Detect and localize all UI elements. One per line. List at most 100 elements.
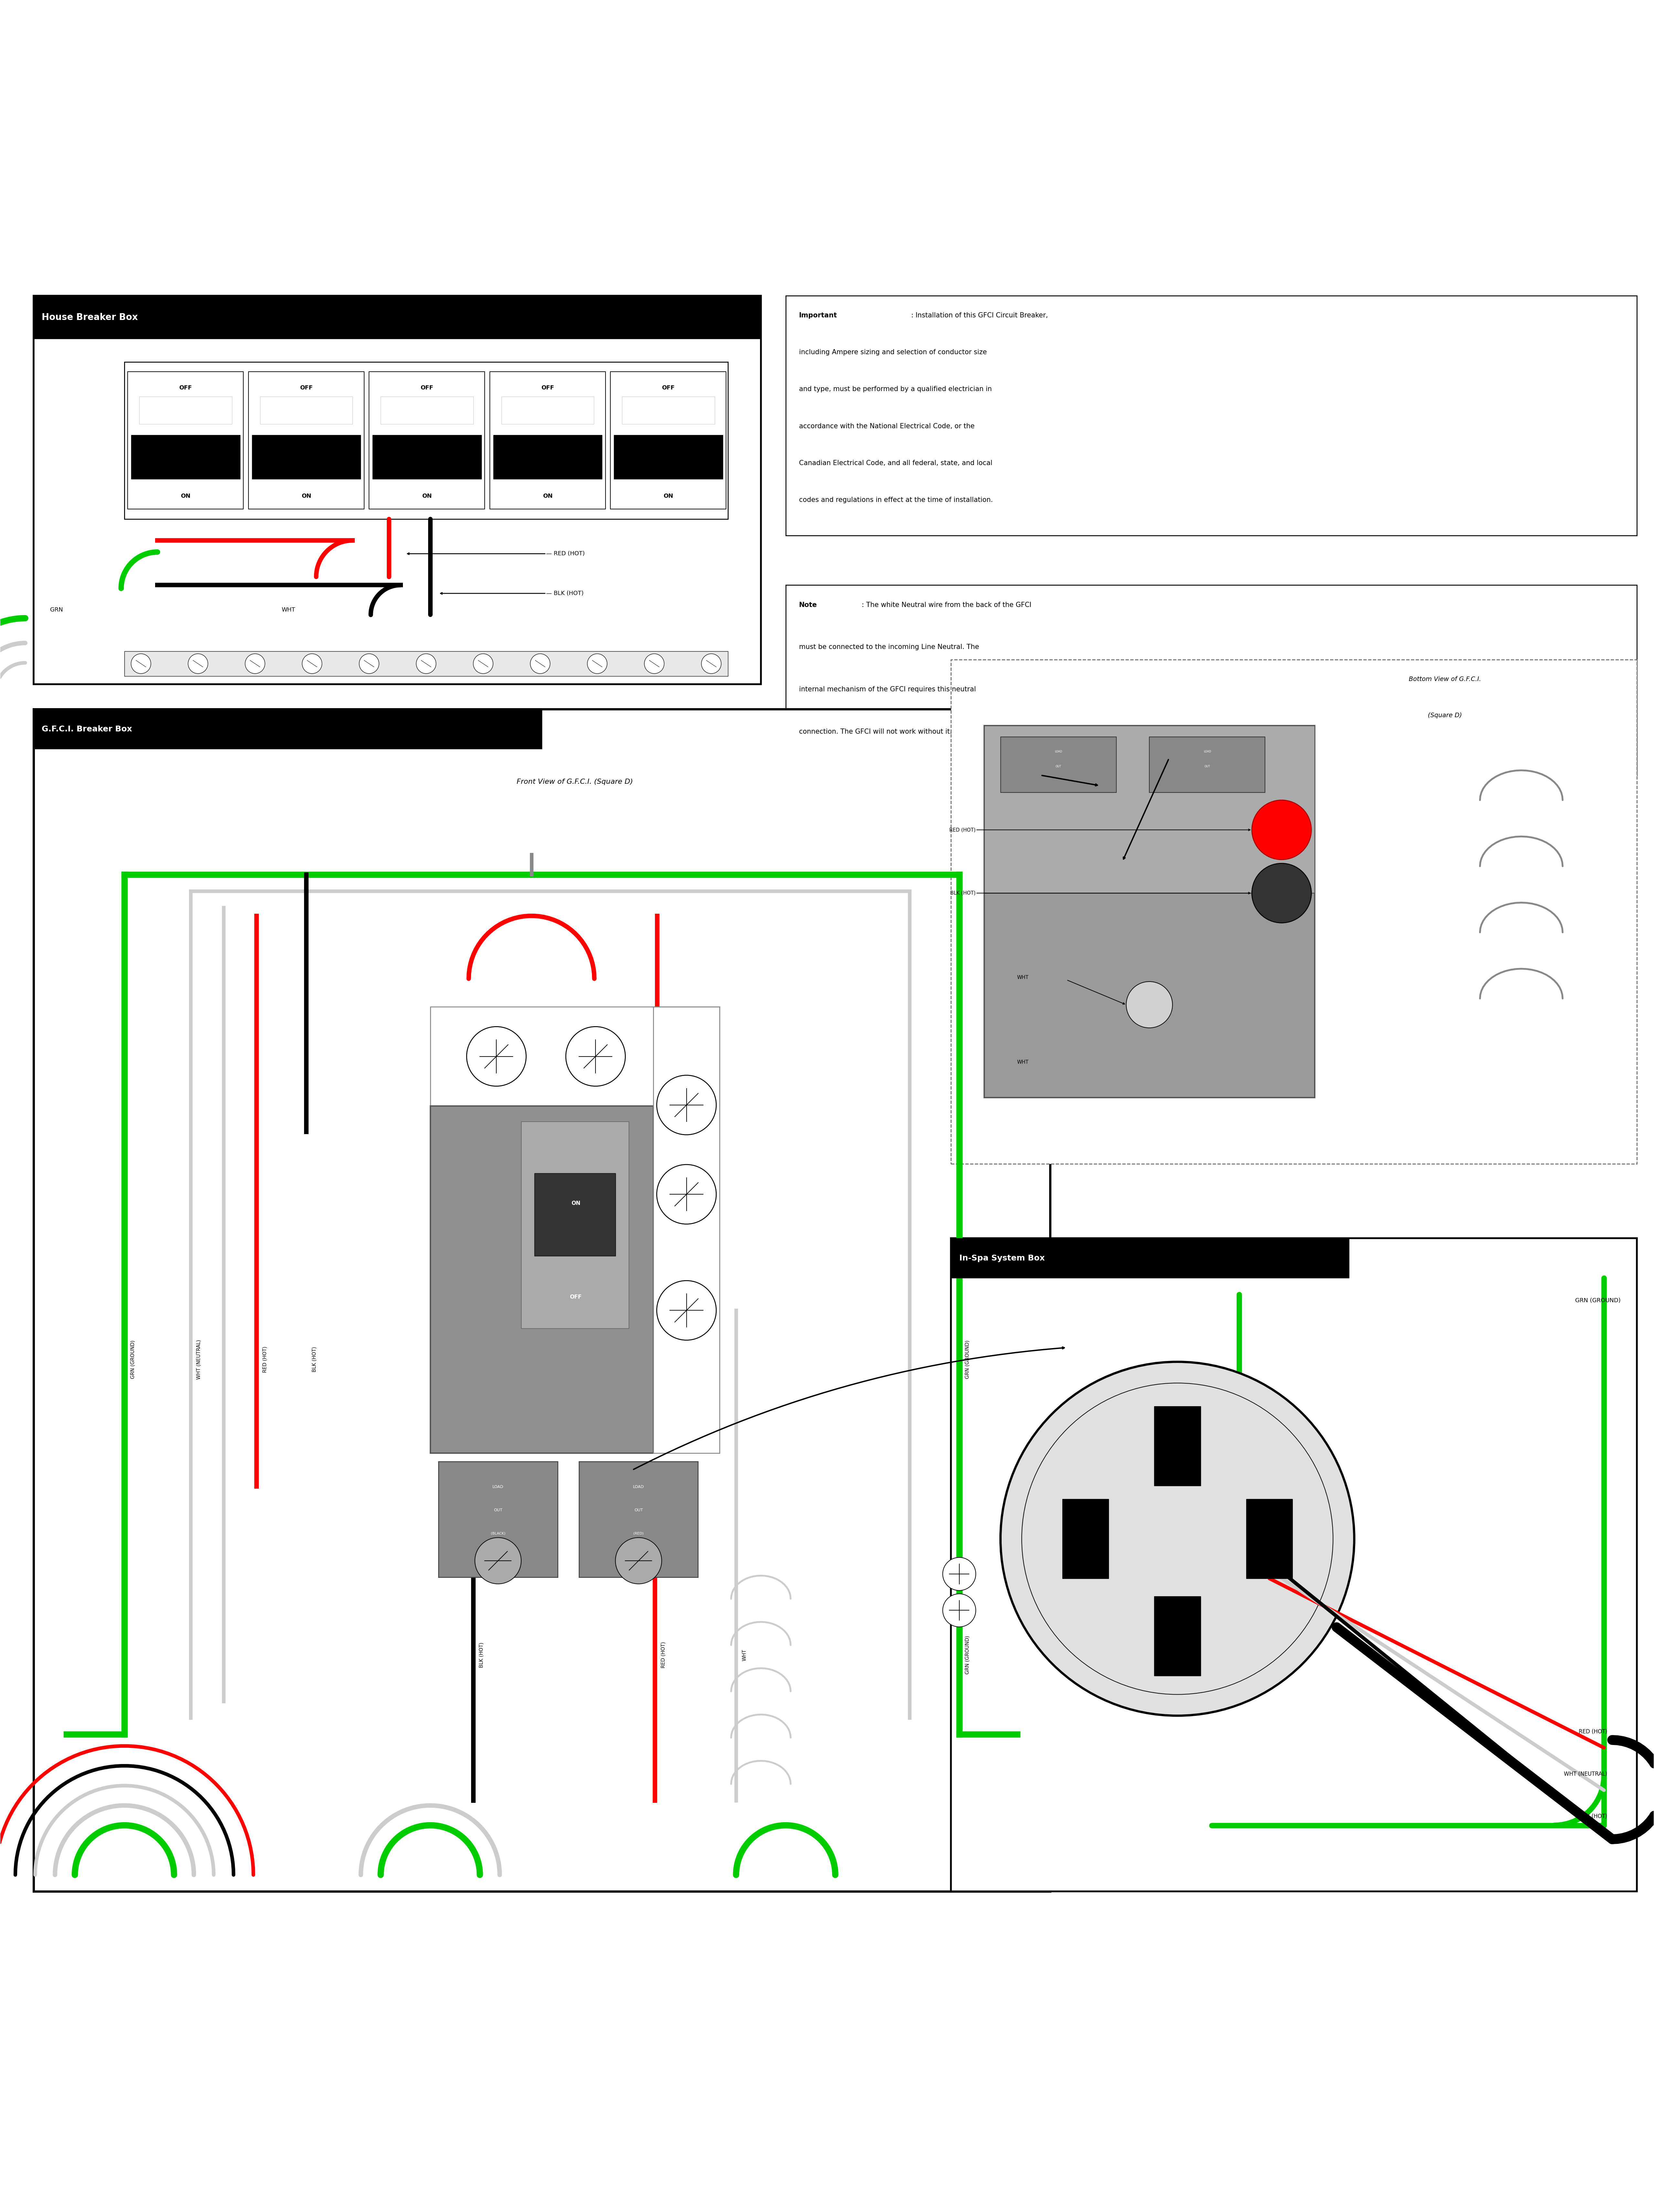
Text: WHT: WHT [743, 1650, 746, 1661]
Circle shape [943, 1595, 976, 1626]
Circle shape [701, 655, 721, 675]
Text: BLK (HOT): BLK (HOT) [1580, 1814, 1608, 1820]
Text: OFF: OFF [179, 385, 192, 392]
Circle shape [1252, 863, 1312, 922]
Text: BLK (HOT): BLK (HOT) [951, 891, 976, 896]
Text: OFF: OFF [541, 385, 554, 392]
Text: internal mechanism of the GFCI requires this neutral: internal mechanism of the GFCI requires … [799, 686, 976, 692]
Bar [380, 396, 473, 425]
Text: RED (HOT): RED (HOT) [949, 827, 976, 832]
FancyBboxPatch shape [653, 1006, 719, 1453]
FancyBboxPatch shape [430, 1006, 719, 1106]
FancyBboxPatch shape [951, 1239, 1637, 1891]
Bar [1062, 1500, 1108, 1579]
Text: LOAD: LOAD [493, 1484, 503, 1489]
Text: ON: ON [663, 493, 673, 500]
Bar [260, 396, 352, 425]
FancyBboxPatch shape [124, 363, 728, 520]
Bar [493, 436, 602, 478]
Text: RED (HOT): RED (HOT) [1578, 1730, 1608, 1734]
Circle shape [475, 1537, 521, 1584]
Bar [534, 1172, 615, 1256]
Text: OUT: OUT [633, 1509, 643, 1513]
Text: In-Spa System Box: In-Spa System Box [959, 1254, 1045, 1263]
Text: including Ampere sizing and selection of conductor size: including Ampere sizing and selection of… [799, 349, 987, 356]
Text: LOAD: LOAD [1055, 750, 1062, 752]
Circle shape [531, 655, 551, 675]
FancyBboxPatch shape [951, 659, 1637, 1164]
Text: WHT: WHT [1017, 975, 1029, 980]
Bar [622, 396, 715, 425]
Circle shape [473, 655, 493, 675]
FancyBboxPatch shape [951, 1239, 1350, 1279]
FancyBboxPatch shape [127, 372, 243, 509]
Text: House Breaker Box: House Breaker Box [41, 312, 137, 321]
Text: ON: ON [180, 493, 190, 500]
Text: LOAD: LOAD [1204, 750, 1211, 752]
Text: GRN (GROUND): GRN (GROUND) [964, 1340, 969, 1378]
FancyBboxPatch shape [786, 586, 1637, 774]
Circle shape [131, 655, 151, 675]
Text: Important: Important [799, 312, 837, 319]
Text: Front View of G.F.C.I. (Square D): Front View of G.F.C.I. (Square D) [516, 779, 633, 785]
Text: — RED (HOT): — RED (HOT) [546, 551, 586, 557]
Text: Canadian Electrical Code, and all federal, state, and local: Canadian Electrical Code, and all federa… [799, 460, 992, 467]
FancyBboxPatch shape [33, 296, 761, 684]
Circle shape [189, 655, 208, 675]
Text: ON: ON [543, 493, 552, 500]
Circle shape [1022, 1382, 1333, 1694]
Circle shape [417, 655, 437, 675]
Text: ON: ON [301, 493, 311, 500]
FancyBboxPatch shape [248, 372, 364, 509]
Text: connection. The GFCI will not work without it.: connection. The GFCI will not work witho… [799, 728, 951, 734]
Circle shape [943, 1557, 976, 1590]
FancyBboxPatch shape [369, 372, 485, 509]
Circle shape [1252, 801, 1312, 860]
FancyBboxPatch shape [579, 1462, 698, 1577]
Text: ON: ON [571, 1201, 581, 1206]
FancyBboxPatch shape [430, 1106, 653, 1453]
Bar [501, 396, 594, 425]
Text: accordance with the National Electrical Code, or the: accordance with the National Electrical … [799, 422, 974, 429]
Circle shape [1126, 982, 1173, 1029]
Text: WHT (NEUTRAL): WHT (NEUTRAL) [1563, 1772, 1608, 1776]
FancyBboxPatch shape [984, 726, 1315, 894]
Text: BLK (HOT): BLK (HOT) [313, 1347, 318, 1371]
FancyBboxPatch shape [786, 296, 1637, 535]
Text: OFF: OFF [662, 385, 675, 392]
Bar [1154, 1597, 1201, 1677]
Text: OFF: OFF [299, 385, 313, 392]
Text: and type, must be performed by a qualified electrician in: and type, must be performed by a qualifi… [799, 387, 992, 392]
Text: WHT: WHT [1017, 1060, 1029, 1064]
Circle shape [615, 1537, 662, 1584]
FancyBboxPatch shape [490, 372, 605, 509]
Circle shape [657, 1281, 716, 1340]
Text: OUT: OUT [1204, 765, 1211, 768]
Text: GRN: GRN [50, 606, 63, 613]
Text: codes and regulations in effect at the time of installation.: codes and regulations in effect at the t… [799, 498, 992, 502]
Circle shape [466, 1026, 526, 1086]
Circle shape [1001, 1363, 1355, 1717]
Text: RED (HOT): RED (HOT) [662, 1641, 667, 1668]
Circle shape [245, 655, 265, 675]
FancyBboxPatch shape [1001, 737, 1116, 792]
Text: : Installation of this GFCI Circuit Breaker,: : Installation of this GFCI Circuit Brea… [911, 312, 1049, 319]
Text: Note: Note [799, 602, 817, 608]
FancyBboxPatch shape [984, 726, 1315, 1097]
Text: OFF: OFF [569, 1294, 582, 1301]
Bar [1245, 1500, 1292, 1579]
Text: (RED): (RED) [633, 1531, 643, 1535]
Bar [372, 436, 481, 478]
Bar [139, 396, 232, 425]
Text: GRN (GROUND): GRN (GROUND) [964, 1635, 969, 1674]
Circle shape [657, 1164, 716, 1223]
Circle shape [587, 655, 607, 675]
Bar [131, 436, 240, 478]
Text: RED (HOT): RED (HOT) [263, 1347, 268, 1374]
Text: Bottom View of G.F.C.I.: Bottom View of G.F.C.I. [1409, 677, 1480, 681]
Text: GRN (GROUND): GRN (GROUND) [1575, 1298, 1621, 1303]
Text: GRN (GROUND): GRN (GROUND) [131, 1340, 136, 1378]
Circle shape [303, 655, 323, 675]
FancyBboxPatch shape [33, 296, 761, 338]
Bar [251, 436, 361, 478]
